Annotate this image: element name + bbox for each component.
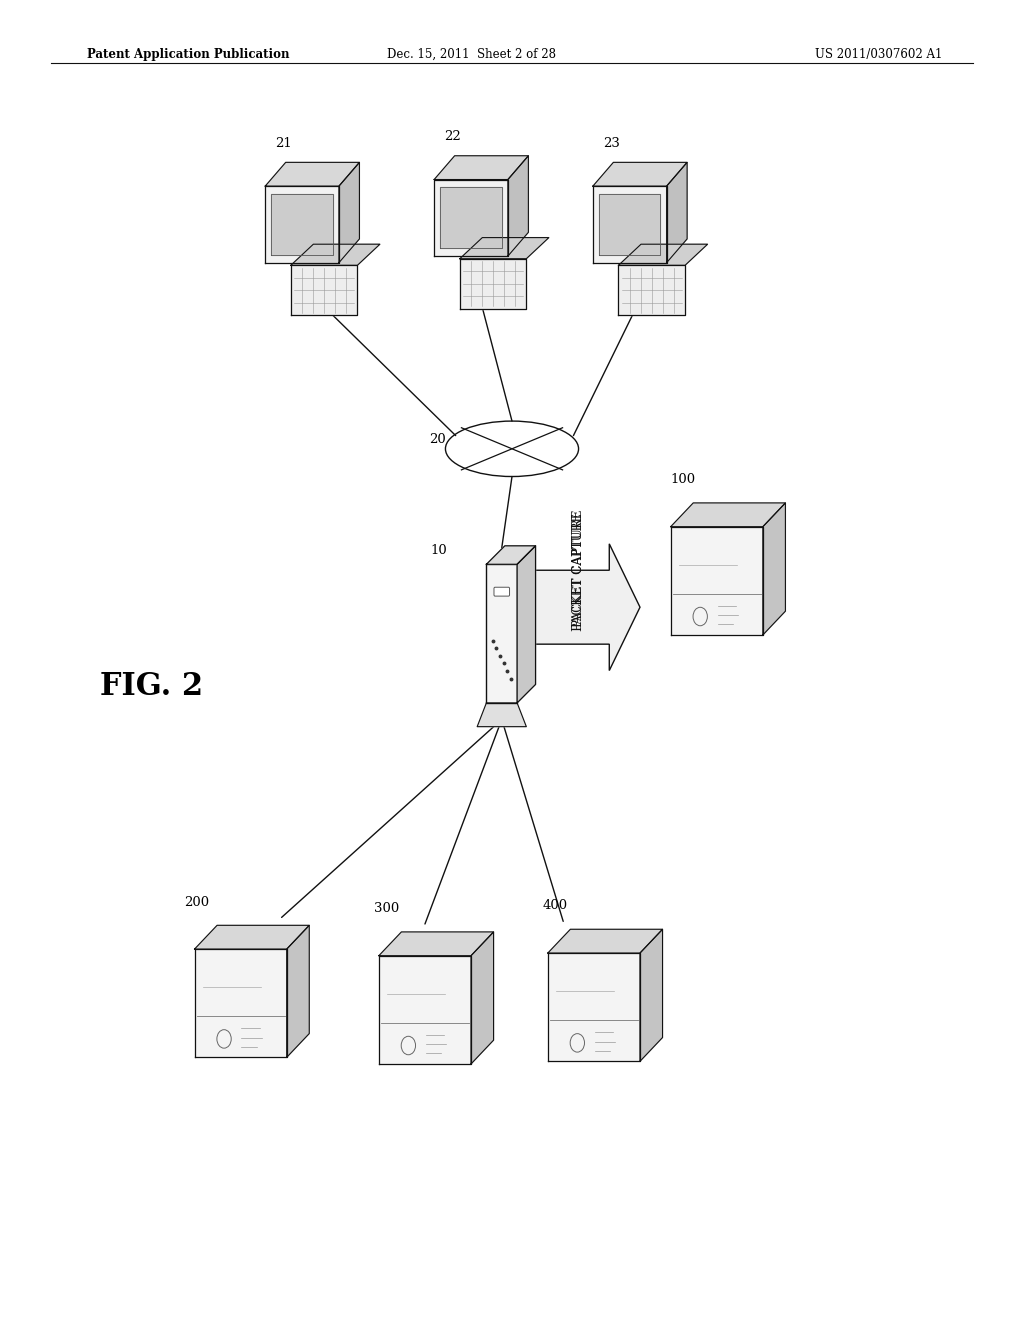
Polygon shape (379, 956, 471, 1064)
Polygon shape (599, 194, 660, 255)
Polygon shape (291, 244, 380, 265)
Polygon shape (593, 162, 687, 186)
Text: 300: 300 (374, 902, 399, 915)
Polygon shape (287, 925, 309, 1057)
Polygon shape (379, 932, 494, 956)
Polygon shape (618, 265, 685, 315)
Polygon shape (517, 546, 536, 702)
Text: Patent Application Publication: Patent Application Publication (87, 48, 290, 61)
Polygon shape (535, 544, 640, 671)
Polygon shape (434, 180, 508, 256)
FancyBboxPatch shape (494, 587, 510, 597)
Polygon shape (671, 527, 763, 635)
Text: 22: 22 (444, 129, 461, 143)
Polygon shape (440, 187, 502, 248)
Text: 100: 100 (671, 473, 696, 486)
Polygon shape (763, 503, 785, 635)
Polygon shape (486, 546, 536, 565)
Polygon shape (195, 949, 287, 1057)
Polygon shape (195, 925, 309, 949)
Polygon shape (265, 186, 339, 263)
Polygon shape (548, 929, 663, 953)
Polygon shape (548, 953, 640, 1061)
Text: PACKET CAPTURE: PACKET CAPTURE (572, 510, 585, 631)
Text: US 2011/0307602 A1: US 2011/0307602 A1 (815, 48, 942, 61)
Polygon shape (471, 932, 494, 1064)
Polygon shape (508, 156, 528, 256)
Polygon shape (618, 244, 708, 265)
Text: FIG. 2: FIG. 2 (100, 671, 204, 702)
Text: 400: 400 (543, 899, 568, 912)
Polygon shape (460, 238, 549, 259)
Polygon shape (671, 503, 785, 527)
Polygon shape (460, 259, 526, 309)
Text: 20: 20 (429, 433, 446, 446)
Polygon shape (265, 162, 359, 186)
Polygon shape (593, 186, 667, 263)
Polygon shape (640, 929, 663, 1061)
Polygon shape (667, 162, 687, 263)
Text: 23: 23 (603, 136, 620, 149)
Text: 10: 10 (430, 544, 446, 557)
Polygon shape (291, 265, 357, 315)
Polygon shape (477, 702, 526, 726)
Polygon shape (434, 156, 528, 180)
FancyBboxPatch shape (486, 565, 517, 702)
Text: Dec. 15, 2011  Sheet 2 of 28: Dec. 15, 2011 Sheet 2 of 28 (386, 48, 556, 61)
Text: 21: 21 (275, 136, 292, 149)
Text: PACKET CAPTURE: PACKET CAPTURE (572, 513, 585, 627)
Text: 200: 200 (184, 895, 210, 908)
Polygon shape (339, 162, 359, 263)
Polygon shape (271, 194, 333, 255)
